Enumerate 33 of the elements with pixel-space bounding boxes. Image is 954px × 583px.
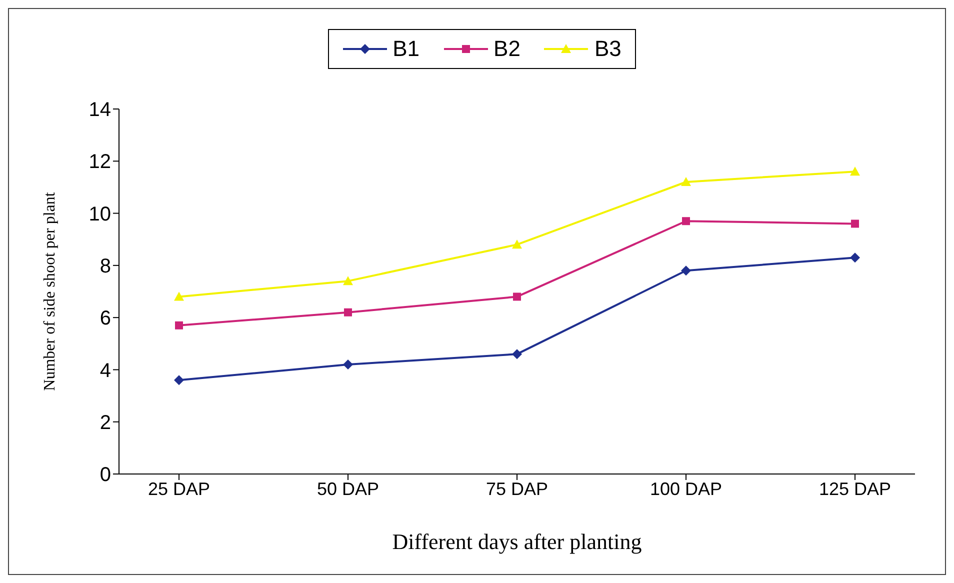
point — [174, 292, 184, 301]
point — [682, 217, 690, 226]
y-tick-label: 2 — [100, 412, 111, 434]
point — [850, 166, 860, 176]
legend-label: B2 — [494, 36, 520, 62]
x-axis-title: Different days after planting — [392, 529, 642, 554]
point — [343, 276, 353, 286]
y-tick-label: 10 — [88, 203, 111, 226]
legend-label: B3 — [594, 36, 622, 62]
y-tick-label: 6 — [100, 308, 111, 330]
legend-label: B1 — [392, 36, 420, 62]
y-tick-label: 4 — [100, 360, 111, 382]
y-tick-label: 12 — [88, 151, 111, 174]
y-tick-label: 8 — [100, 256, 111, 278]
y-axis-title: Number of side shoot per plant — [42, 192, 59, 391]
x-tick-label: 125 DAP — [818, 478, 892, 499]
x-tick-label: 100 DAP — [650, 478, 722, 499]
point — [174, 375, 184, 386]
point — [851, 220, 859, 228]
y-tick-label: 0 — [100, 464, 111, 486]
x-tick-label: 50 DAP — [316, 478, 380, 499]
y-tick-label: 14 — [88, 99, 111, 122]
x-tick-label: 25 DAP — [148, 478, 210, 499]
point — [343, 360, 353, 370]
point — [175, 321, 183, 330]
point — [850, 252, 860, 263]
point — [344, 308, 352, 316]
point — [681, 177, 691, 186]
x-tick-label: 75 DAP — [486, 478, 548, 499]
point — [512, 349, 522, 360]
point — [512, 240, 522, 249]
point — [513, 292, 521, 301]
point — [681, 266, 691, 276]
